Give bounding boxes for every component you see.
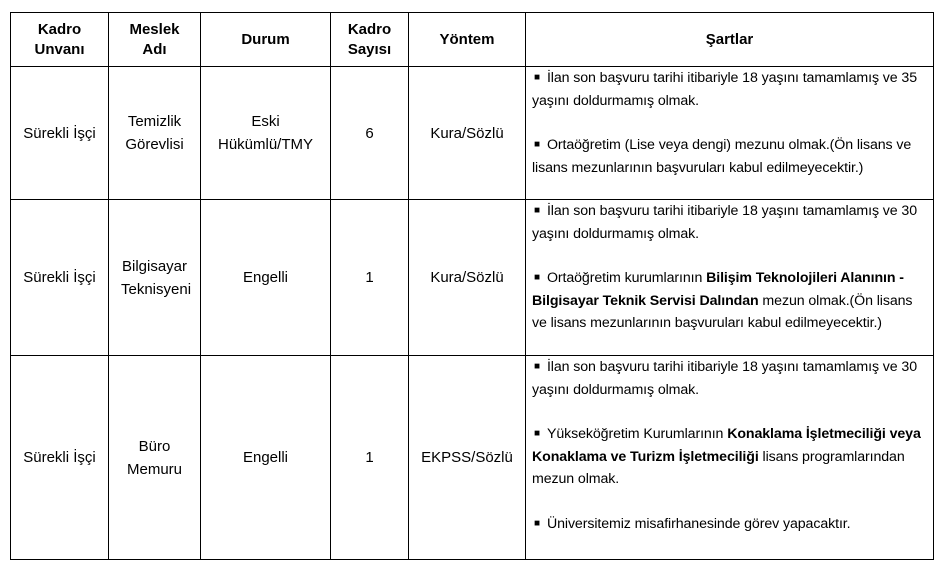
cell-meslek: Bilgisayar Teknisyeni (108, 199, 201, 356)
cell-unvan: Sürekli İşçi (10, 199, 109, 356)
cell-yontem: Kura/Sözlü (408, 199, 526, 356)
bullet-icon: ■ (534, 361, 540, 372)
cell-sartlar: ■ İlan son başvuru tarihi itibariyle 18 y… (525, 355, 934, 560)
cell-sayi: 1 (330, 199, 409, 356)
requirement-item: ■ İlan son başvuru tarihi itibariyle 18 y… (532, 200, 927, 245)
requirement-text: Ortaöğretim (Lise veya dengi) mezunu olm… (532, 137, 912, 176)
cell-sayi: 6 (330, 66, 409, 200)
cell-meslek: Temizlik Görevlisi (108, 66, 201, 200)
header-yontem: Yöntem (408, 12, 526, 67)
requirement-item: ■ Ortaöğretim (Lise veya dengi) mezunu ol… (532, 134, 927, 179)
cell-sayi: 1 (330, 355, 409, 560)
cell-unvan: Sürekli İşçi (10, 66, 109, 200)
requirement-item: ■ Yükseköğretim Kurumlarının Konaklama İş… (532, 423, 927, 491)
header-kadro-sayisi: Kadro Sayısı (330, 12, 409, 67)
table-row: Sürekli İşçi Temizlik Görevlisi Eski Hüküm… (10, 66, 934, 200)
header-kadro-unvani: Kadro Unvanı (10, 12, 109, 67)
cell-durum: Eski Hükümlü/TMY (200, 66, 331, 200)
cell-meslek: Büro Memuru (108, 355, 201, 560)
requirement-item: ■ İlan son başvuru tarihi itibariyle 18 y… (532, 67, 927, 112)
cell-durum: Engelli (200, 199, 331, 356)
bullet-icon: ■ (534, 517, 540, 529)
requirement-item: ■ İlan son başvuru tarihi itibariyle 18 y… (532, 356, 927, 401)
requirement-bold-text: Konaklama İşletmeciliği veya Konaklama v… (532, 426, 921, 465)
requirement-text: mezun olmak.(Ön lisans ve lisans mezunla… (532, 292, 913, 332)
cell-unvan: Sürekli İşçi (10, 355, 109, 560)
table-row: Sürekli İşçi Büro Memuru Engelli 1 EKPSS/Söz… (10, 355, 934, 560)
requirement-text: Üniversitemiz misafirhanesinde görev yap… (546, 515, 851, 532)
requirement-text: İlan son başvuru tarihi itibariyle 18 ya… (532, 70, 917, 109)
requirement-bold-text: Bilişim Teknolojileri Alanının - Bilgisa… (532, 270, 904, 309)
requirement-text: lisans programlarından mezun olmak. (532, 448, 905, 488)
bullet-icon: ■ (534, 72, 540, 83)
bullet-icon: ■ (534, 428, 540, 439)
cell-sartlar: ■ İlan son başvuru tarihi itibariyle 18 y… (525, 199, 934, 356)
table-row: Sürekli İşçi Bilgisayar Teknisyeni Engelli… (10, 199, 934, 356)
requirement-text: İlan son başvuru tarihi itibariyle 18 ya… (532, 359, 917, 398)
cell-sartlar: ■ İlan son başvuru tarihi itibariyle 18 y… (525, 66, 934, 200)
requirement-text: Ortaöğretim kurumlarının (546, 270, 707, 286)
header-meslek-adi: Meslek Adı (108, 12, 201, 67)
bullet-icon: ■ (534, 272, 540, 283)
header-row: Kadro Unvanı Meslek Adı Durum Kadro Sayı… (10, 12, 934, 67)
bullet-icon: ■ (534, 139, 540, 150)
kadro-table: Kadro Unvanı Meslek Adı Durum Kadro Sayı… (10, 12, 934, 560)
requirement-text: İlan son başvuru tarihi itibariyle 18 ya… (532, 203, 917, 242)
header-sartlar: Şartlar (525, 12, 934, 67)
requirement-text: Yükseköğretim Kurumlarının (546, 426, 728, 442)
requirement-item: ■ Üniversitemiz misafirhanesinde görev ya… (532, 513, 927, 536)
cell-durum: Engelli (200, 355, 331, 560)
header-durum: Durum (200, 12, 331, 67)
cell-yontem: EKPSS/Sözlü (408, 355, 526, 560)
cell-yontem: Kura/Sözlü (408, 66, 526, 200)
bullet-icon: ■ (534, 205, 540, 216)
requirement-item: ■ Ortaöğretim kurumlarının Bilişim Teknol… (532, 267, 927, 335)
